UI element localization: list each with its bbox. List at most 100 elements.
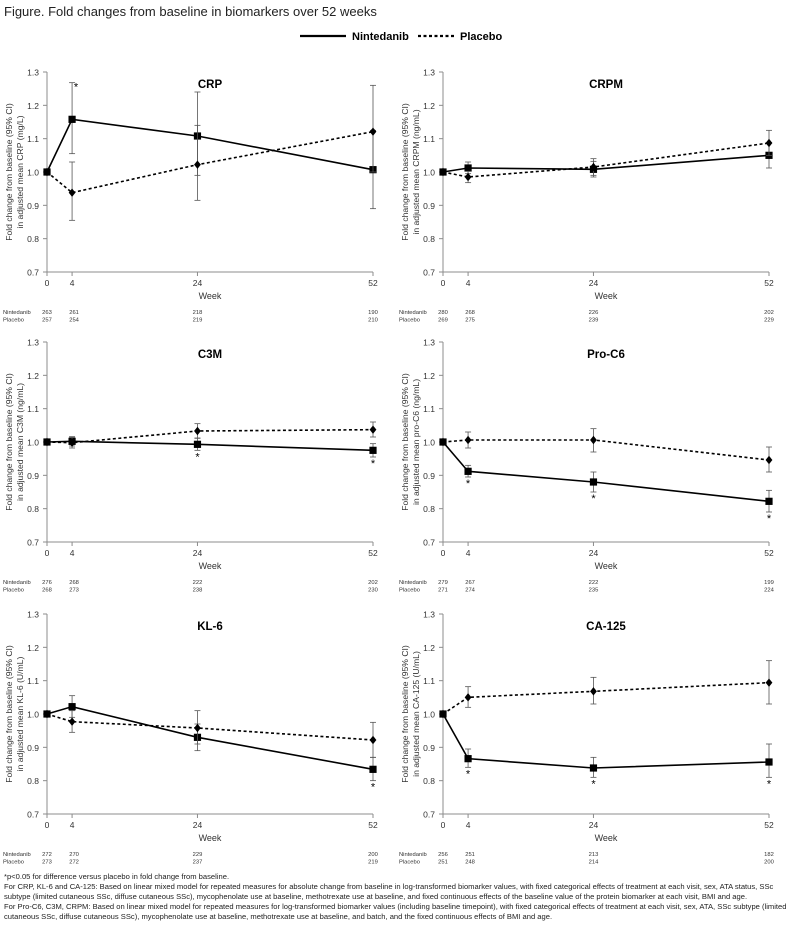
y-tick-label: 1.2 [423, 643, 435, 653]
footnotes: *p<0.05 for difference versus placebo in… [4, 872, 794, 922]
chart-title: C3M [198, 349, 222, 361]
n-value: 229 [193, 852, 203, 858]
n-row-label: Placebo [399, 318, 420, 324]
n-value: 222 [589, 580, 599, 586]
n-value: 213 [589, 852, 599, 858]
n-value: 226 [589, 310, 599, 316]
y-tick-label: 0.9 [27, 201, 39, 211]
y-tick-label: 0.8 [423, 234, 435, 244]
x-tick-label: 52 [764, 278, 774, 288]
n-value: 276 [42, 580, 52, 586]
chart-title: KL-6 [197, 621, 223, 633]
footnote-proc6-c3m-crpm: For Pro-C6, C3M, CRPM: Based on linear m… [4, 902, 787, 921]
n-value: 256 [438, 852, 448, 858]
n-value: 230 [368, 588, 378, 594]
x-tick-label: 4 [70, 548, 75, 558]
y-axis-label: Fold change from baseline (95% CI) [400, 373, 410, 511]
n-value: 238 [193, 588, 203, 594]
data-point-placebo [439, 437, 447, 447]
y-tick-label: 1.1 [423, 676, 435, 686]
y-tick-label: 0.8 [423, 776, 435, 786]
n-value: 224 [764, 588, 774, 594]
n-value: 280 [438, 310, 448, 316]
data-point-placebo [464, 172, 472, 182]
series-line-nintedanib [442, 441, 770, 503]
data-point-placebo [369, 425, 377, 434]
data-point-placebo [68, 717, 76, 726]
y-tick-label: 1.3 [27, 338, 39, 348]
series-placebo [43, 84, 377, 221]
y-tick-label: 0.7 [27, 810, 39, 820]
x-tick-label: 24 [589, 278, 599, 288]
chart-panel-crp: CRP 0.7 0.8 0.9 1.0 1.1 1.2 1.3 0 4 24 52 Week Fold c… [0, 50, 396, 324]
y-tick-label: 0.8 [423, 504, 435, 514]
n-value: 270 [69, 852, 79, 858]
n-value: 218 [193, 310, 203, 316]
y-tick-label: 1.0 [423, 168, 435, 178]
n-row-label: Nintedanib [399, 580, 427, 586]
chart-panel-c3m: C3M 0.7 0.8 0.9 1.0 1.1 1.2 1.3 0 4 24 52 Week Fold c… [0, 320, 396, 594]
x-axis-label: Week [595, 561, 618, 571]
n-value: 268 [69, 580, 79, 586]
data-point-placebo [194, 426, 201, 436]
x-tick-label: 0 [441, 820, 446, 830]
n-row-label: Nintedanib [399, 852, 427, 858]
data-point-placebo [464, 435, 472, 445]
significance-marker: * [591, 778, 596, 790]
x-tick-label: 52 [764, 548, 774, 558]
data-point-placebo [765, 138, 773, 148]
n-value: 271 [438, 588, 448, 594]
series-nintedanib [439, 710, 773, 778]
series-placebo [439, 660, 773, 719]
data-point-nintedanib [68, 703, 76, 711]
n-value: 235 [589, 588, 599, 594]
footnote-significance: *p<0.05 for difference versus placebo in… [4, 872, 230, 881]
chart-svg: C3M 0.7 0.8 0.9 1.0 1.1 1.2 1.3 0 4 24 52 Week Fold c… [3, 338, 378, 594]
y-tick-label: 0.7 [423, 268, 435, 278]
x-tick-label: 0 [441, 548, 446, 558]
n-value: 268 [42, 588, 52, 594]
n-value: 219 [193, 318, 203, 324]
chart-panel-kl-6: KL-6 0.7 0.8 0.9 1.0 1.1 1.2 1.3 0 4 24 52 Week Fold … [0, 592, 396, 866]
n-row-label: Placebo [399, 860, 420, 866]
y-tick-label: 1.3 [423, 338, 435, 348]
significance-marker: * [466, 478, 471, 490]
significance-marker: * [195, 451, 200, 463]
significance-marker: * [767, 778, 772, 790]
y-tick-label: 0.8 [27, 234, 39, 244]
n-value: 239 [589, 318, 599, 324]
chart-title: Pro-C6 [587, 349, 625, 361]
n-row-label: Nintedanib [399, 310, 427, 316]
y-tick-label: 0.7 [27, 268, 39, 278]
n-value: 257 [42, 318, 52, 324]
significance-marker: * [466, 175, 471, 187]
significance-marker: * [466, 768, 471, 780]
n-value: 263 [42, 310, 52, 316]
data-point-placebo [765, 455, 773, 465]
y-axis-label: Fold change from baseline (95% CI) [400, 103, 410, 241]
n-value: 273 [69, 588, 79, 594]
n-value: 272 [69, 860, 79, 866]
y-tick-label: 0.9 [27, 471, 39, 481]
n-value: 272 [42, 852, 52, 858]
n-value: 279 [438, 580, 448, 586]
y-tick-label: 1.2 [423, 101, 435, 111]
significance-marker: * [74, 82, 79, 94]
chart-svg: CRPM 0.7 0.8 0.9 1.0 1.1 1.2 1.3 0 4 24 52 Week Fold … [399, 68, 774, 324]
n-value: 210 [368, 318, 378, 324]
series-line-placebo [442, 142, 770, 178]
x-axis-label: Week [199, 561, 222, 571]
y-tick-label: 0.7 [27, 538, 39, 548]
y-axis-label: in adjusted mean CRP (mg/L) [15, 115, 25, 228]
chart-panel-ca-125: CA-125 0.7 0.8 0.9 1.0 1.1 1.2 1.3 0 4 24 52 Week Fol… [396, 592, 792, 866]
n-value: 274 [465, 588, 475, 594]
y-tick-label: 0.8 [27, 776, 39, 786]
data-point-nintedanib [589, 764, 598, 772]
series-placebo [43, 421, 377, 449]
legend-item-nintedanib: Nintedanib [300, 31, 409, 43]
y-tick-label: 1.0 [27, 438, 39, 448]
x-axis-label: Week [595, 291, 618, 301]
y-tick-label: 1.2 [423, 371, 435, 381]
n-value: 214 [589, 860, 599, 866]
significance-marker: * [371, 458, 376, 470]
